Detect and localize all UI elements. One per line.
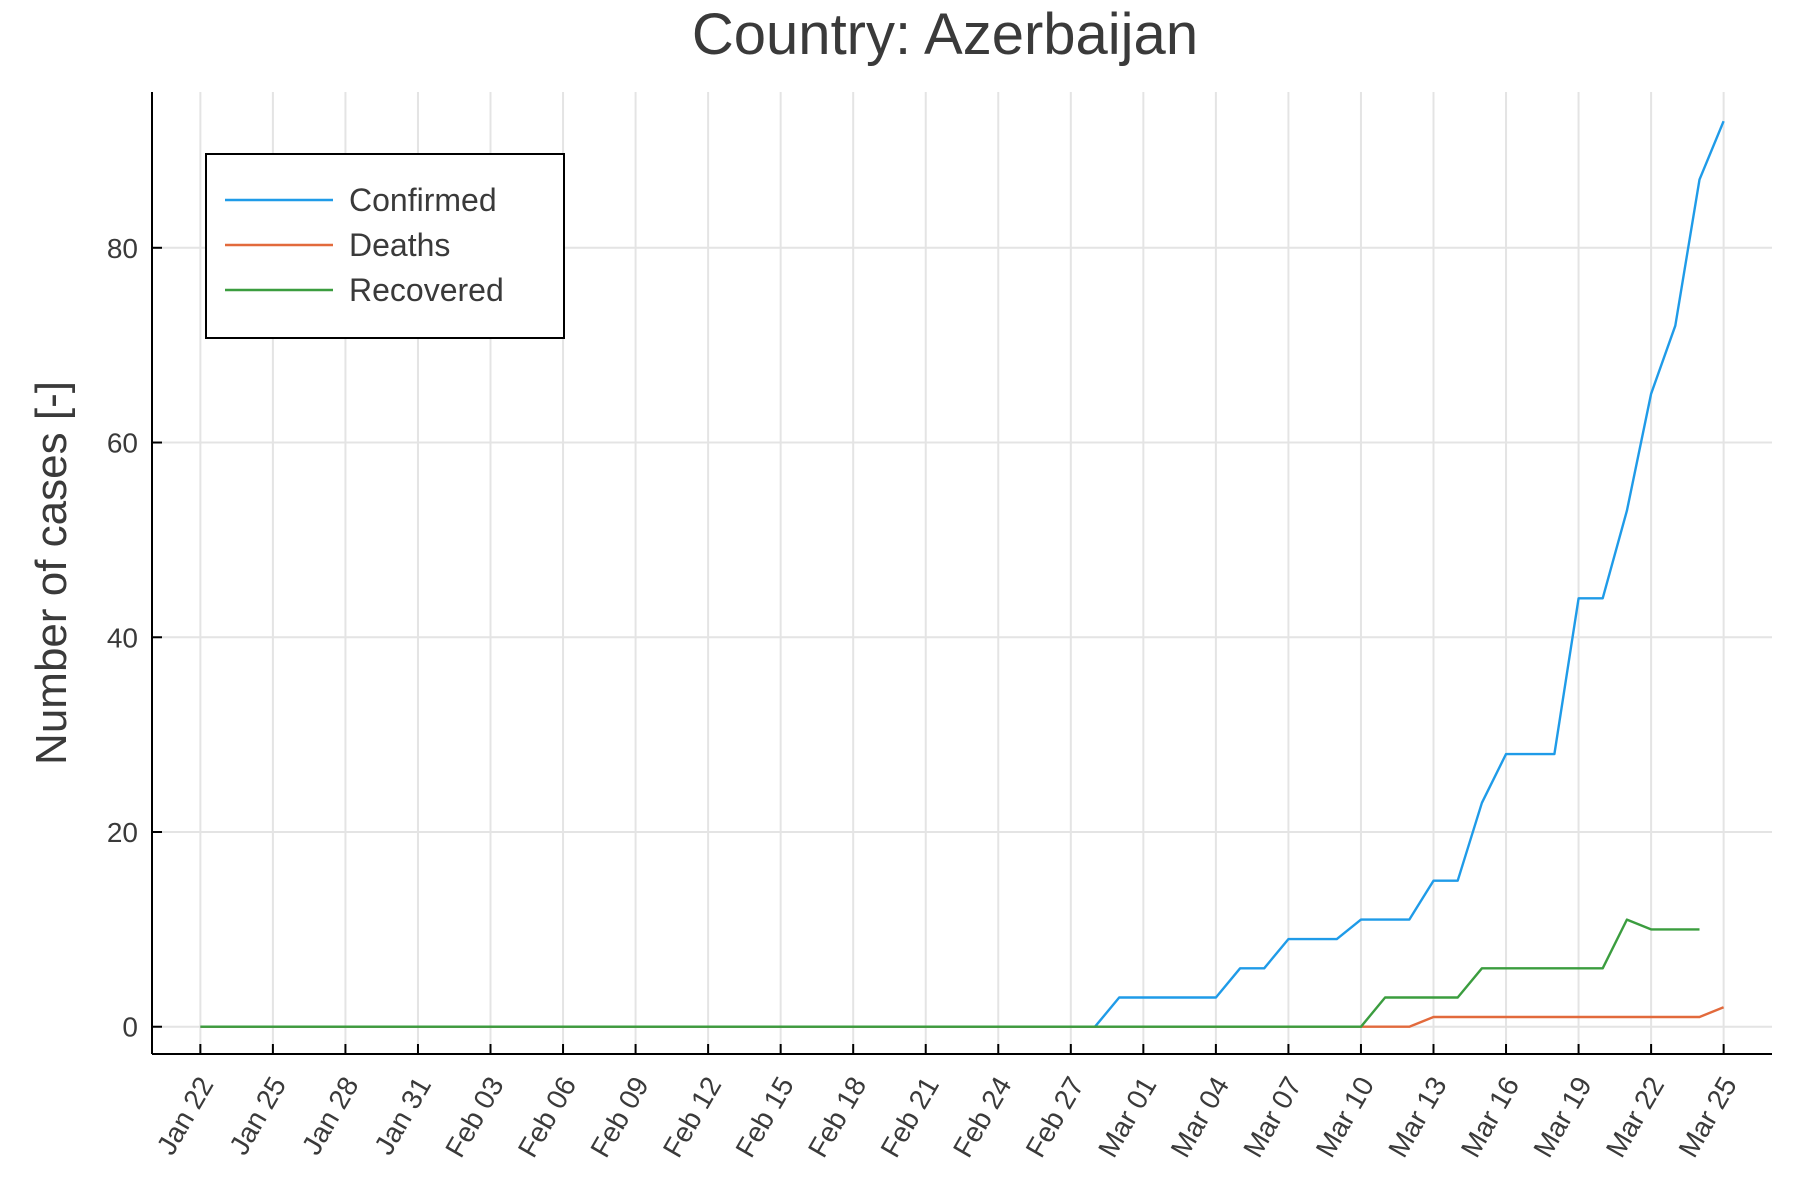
x-tick-label: Mar 01	[1092, 1072, 1162, 1163]
axes	[151, 92, 1772, 1055]
x-tick-label: Mar 04	[1165, 1072, 1235, 1163]
series-line-recovered	[200, 918, 1700, 1028]
x-tick-label: Mar 19	[1527, 1072, 1597, 1163]
chart-title: Country: Azerbaijan	[692, 2, 1198, 67]
x-tick-label: Mar 25	[1672, 1072, 1742, 1163]
x-tick-label: Feb 18	[802, 1072, 872, 1163]
x-tick-label: Feb 03	[439, 1072, 509, 1163]
y-tick-label: 20	[107, 817, 138, 848]
x-tick-label: Jan 25	[223, 1072, 292, 1160]
x-tick-label: Feb 24	[947, 1072, 1017, 1163]
x-tick-label: Feb 15	[729, 1072, 799, 1163]
x-tick-label: Mar 13	[1382, 1072, 1452, 1163]
y-tick-label: 0	[122, 1012, 138, 1043]
x-tick-label: Feb 12	[657, 1072, 727, 1163]
x-tick-label: Jan 31	[368, 1072, 437, 1160]
y-tick-label: 80	[107, 233, 138, 264]
legend-label: Confirmed	[349, 182, 497, 218]
x-tick-label: Mar 22	[1600, 1072, 1670, 1163]
series-line-confirmed	[200, 120, 1725, 1028]
legend-label: Deaths	[349, 227, 450, 263]
legend-label: Recovered	[349, 272, 504, 308]
x-tick-label: Feb 06	[512, 1072, 582, 1163]
x-tick-label: Mar 16	[1455, 1072, 1525, 1163]
x-tick-label: Feb 09	[584, 1072, 654, 1163]
y-axis-label: Number of cases [-]	[27, 381, 76, 765]
x-tick-label: Mar 07	[1237, 1072, 1307, 1163]
x-tick-label: Mar 10	[1310, 1072, 1380, 1163]
series-lines	[200, 120, 1725, 1028]
x-tick-label: Jan 22	[151, 1072, 220, 1160]
x-tick-label: Jan 28	[296, 1072, 365, 1160]
x-tick-label: Feb 21	[874, 1072, 944, 1163]
y-tick-label: 60	[107, 428, 138, 459]
x-tick-label: Feb 27	[1020, 1072, 1090, 1163]
series-line-deaths	[200, 1006, 1725, 1028]
y-tick-label: 40	[107, 622, 138, 653]
legend: Confirmed Deaths Recovered	[205, 153, 565, 339]
